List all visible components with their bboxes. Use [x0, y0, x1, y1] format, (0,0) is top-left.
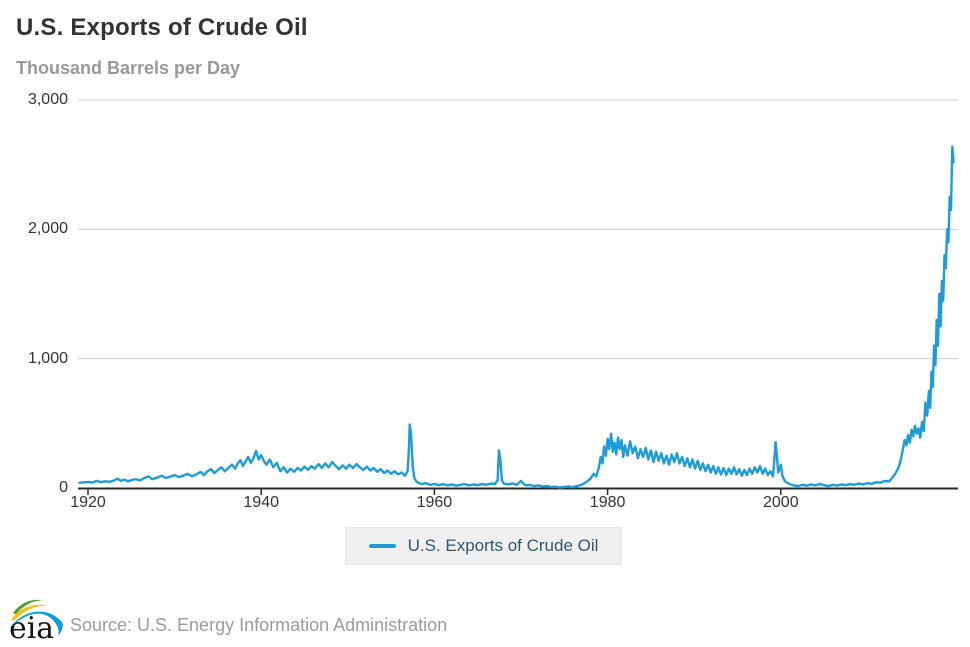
eia-logo: eia [9, 599, 63, 643]
legend-label: U.S. Exports of Crude Oil [407, 536, 599, 555]
eia-logo-green-arc [13, 599, 43, 614]
x-axis-label: 1960 [416, 494, 453, 511]
y-axis-label: 3,000 [27, 91, 68, 108]
data-line-crude-oil-exports [78, 145, 955, 489]
source-text: Source: U.S. Energy Information Administ… [70, 615, 448, 635]
eia-logo-yellow-arc [11, 604, 51, 621]
chart-subtitle: Thousand Barrels per Day [16, 58, 241, 78]
x-axis-label: 1940 [243, 494, 279, 511]
chart-title: U.S. Exports of Crude Oil [16, 14, 308, 41]
x-axis-label: 1980 [589, 494, 626, 511]
legend-line-swatch [368, 544, 396, 548]
y-axis-label: 0 [59, 479, 68, 496]
legend-item-crude-oil-exports[interactable]: U.S. Exports of Crude Oil [345, 527, 622, 565]
x-axis-label: 1920 [70, 494, 106, 511]
y-axis-label: 1,000 [27, 349, 68, 367]
eia-logo-blue-arc [9, 611, 63, 637]
x-axis-label: 2000 [763, 494, 799, 511]
y-axis-label: 2,000 [27, 220, 68, 238]
